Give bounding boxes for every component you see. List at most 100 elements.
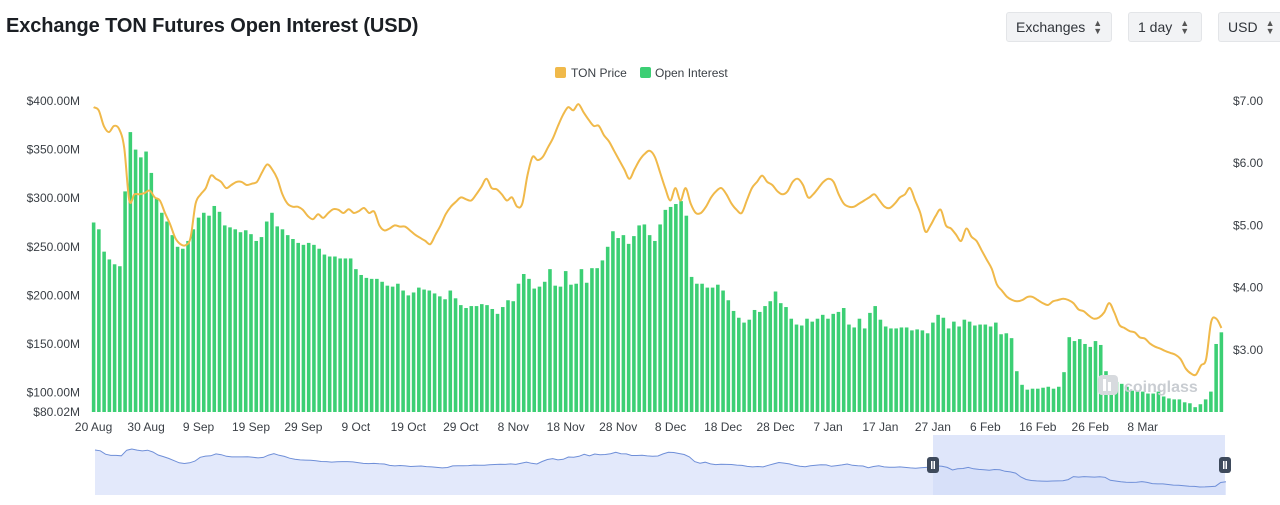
oi-bar bbox=[301, 244, 306, 412]
oi-bar bbox=[354, 269, 358, 412]
oi-bar bbox=[490, 308, 495, 412]
x-tick-label: 9 Sep bbox=[183, 420, 215, 434]
x-tick-label: 17 Jan bbox=[862, 420, 898, 434]
oi-bar bbox=[527, 278, 531, 412]
coinglass-watermark: coinglass bbox=[1098, 375, 1198, 396]
oi-bar bbox=[794, 324, 799, 412]
legend-price-label: TON Price bbox=[571, 66, 627, 80]
oi-bar bbox=[679, 201, 683, 412]
range-navigator[interactable] bbox=[94, 435, 1231, 495]
oi-bar bbox=[165, 221, 169, 412]
oi-bar bbox=[516, 283, 521, 412]
y-right-tick-label: $4.00 bbox=[1233, 281, 1263, 295]
y-left-tick-label: $100.00M bbox=[27, 386, 80, 400]
oi-bar bbox=[616, 238, 620, 412]
navigator-left-handle[interactable] bbox=[927, 457, 939, 473]
ton-price-line bbox=[93, 103, 1223, 377]
oi-bar bbox=[553, 285, 557, 412]
oi-bar bbox=[521, 274, 526, 412]
oi-bar bbox=[359, 274, 363, 412]
oi-bar bbox=[915, 329, 919, 412]
oi-bar bbox=[1083, 343, 1087, 412]
oi-bar bbox=[133, 149, 138, 412]
x-tick-label: 18 Dec bbox=[704, 420, 742, 434]
oi-bar bbox=[422, 289, 426, 412]
oi-bar bbox=[338, 258, 342, 412]
oi-bar bbox=[784, 307, 788, 412]
oi-bar bbox=[841, 308, 846, 412]
oi-bar bbox=[1025, 389, 1030, 412]
oi-bar bbox=[196, 217, 201, 412]
oi-bar bbox=[920, 330, 925, 412]
oi-bar bbox=[752, 309, 757, 412]
oi-bar bbox=[317, 248, 321, 412]
oi-bar bbox=[705, 287, 710, 412]
oi-bar bbox=[815, 318, 820, 412]
oi-bar bbox=[826, 318, 830, 412]
oi-bar bbox=[217, 211, 222, 412]
oi-bar bbox=[684, 215, 689, 412]
oi-bar bbox=[789, 318, 794, 412]
oi-bar bbox=[233, 229, 238, 412]
oi-bar bbox=[611, 231, 615, 412]
oi-bar bbox=[668, 206, 673, 412]
oi-bar bbox=[1151, 393, 1155, 412]
oi-bar bbox=[674, 204, 678, 412]
oi-bar bbox=[369, 278, 374, 412]
oi-bar bbox=[175, 246, 180, 412]
currency-select[interactable]: USD ▲ ▼ bbox=[1218, 12, 1280, 42]
legend-item-oi[interactable]: Open Interest bbox=[640, 66, 728, 80]
sort-chevron-icon: ▲ ▼ bbox=[1265, 18, 1275, 36]
sort-chevron-icon: ▲ ▼ bbox=[1180, 18, 1190, 36]
x-tick-label: 19 Oct bbox=[391, 420, 427, 434]
legend-oi-swatch bbox=[640, 67, 651, 78]
oi-bar bbox=[107, 259, 112, 412]
oi-bar bbox=[994, 322, 998, 412]
oi-bar bbox=[548, 269, 552, 412]
oi-bar bbox=[946, 328, 951, 412]
interval-select[interactable]: 1 day ▲ ▼ bbox=[1128, 12, 1202, 42]
oi-bar bbox=[448, 290, 453, 412]
oi-bar bbox=[579, 269, 584, 412]
oi-bar bbox=[249, 234, 253, 412]
oi-bar bbox=[936, 314, 940, 412]
oi-bar bbox=[883, 326, 888, 412]
navigator-right-handle[interactable] bbox=[1219, 457, 1231, 473]
oi-bar bbox=[396, 283, 400, 412]
oi-bar bbox=[967, 321, 972, 412]
oi-bar bbox=[432, 293, 437, 412]
oi-bar bbox=[1209, 391, 1213, 412]
oi-bar bbox=[563, 271, 568, 412]
page-title: Exchange TON Futures Open Interest (USD) bbox=[6, 15, 419, 37]
oi-bar bbox=[632, 236, 636, 412]
oi-bar bbox=[1135, 390, 1140, 412]
oi-bar bbox=[1114, 381, 1119, 412]
oi-bar bbox=[1072, 341, 1077, 412]
exchanges-select[interactable]: Exchanges ▲ ▼ bbox=[1006, 12, 1112, 42]
oi-bar bbox=[322, 254, 327, 412]
oi-bar bbox=[254, 240, 259, 412]
oi-bar bbox=[222, 225, 227, 412]
oi-bar bbox=[878, 319, 883, 412]
oi-bar bbox=[857, 318, 862, 412]
oi-bar bbox=[1046, 386, 1051, 412]
oi-bar bbox=[1172, 399, 1176, 412]
oi-bar bbox=[1077, 339, 1082, 412]
navigator-selection[interactable] bbox=[933, 435, 1225, 495]
oi-bar bbox=[443, 299, 447, 412]
x-tick-label: 8 Dec bbox=[655, 420, 686, 434]
oi-bar bbox=[1219, 332, 1224, 412]
oi-bar bbox=[390, 286, 395, 412]
oi-bar bbox=[102, 251, 106, 412]
oi-bar bbox=[558, 286, 563, 412]
oi-bar bbox=[411, 292, 416, 412]
oi-bar bbox=[343, 258, 348, 412]
y-right-tick-label: $6.00 bbox=[1233, 156, 1263, 170]
oi-bar bbox=[862, 328, 867, 412]
oi-bar bbox=[758, 311, 762, 412]
legend-item-price[interactable]: TON Price bbox=[555, 66, 627, 80]
oi-bar bbox=[306, 242, 311, 412]
oi-bar bbox=[532, 288, 537, 412]
oi-bar bbox=[453, 298, 458, 412]
